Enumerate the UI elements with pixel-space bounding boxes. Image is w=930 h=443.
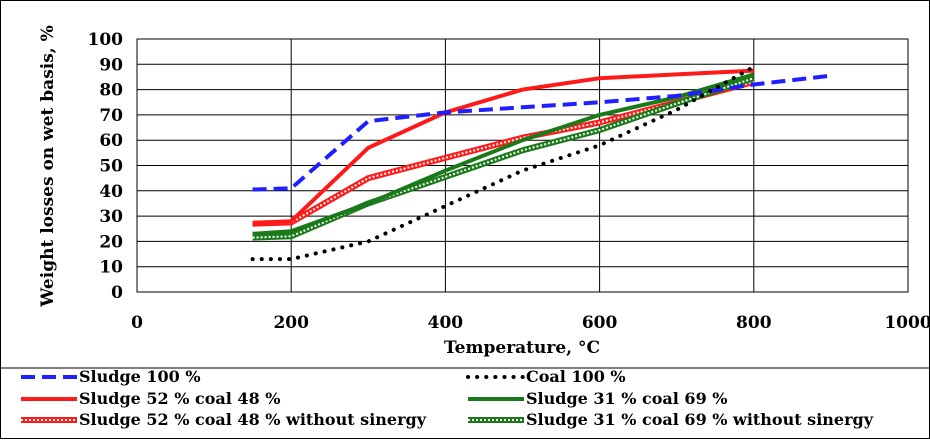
legend-label: Sludge 31 % coal 69 %	[526, 389, 727, 408]
series-lines	[250, 64, 832, 262]
x-tick-label: 1000	[884, 313, 929, 333]
x-axis-title: Temperature, °C	[444, 338, 600, 358]
x-tick-label: 800	[736, 313, 772, 333]
legend-label: Sludge 100 %	[79, 367, 201, 386]
x-tick-label: 200	[273, 313, 309, 333]
y-tick-label: 40	[99, 182, 123, 202]
legend-item: Coal 100 %	[466, 367, 626, 386]
legend-item: Sludge 52 % coal 48 %	[21, 389, 280, 408]
series-line-stroke	[252, 73, 832, 192]
series-line	[252, 72, 755, 236]
series-line-stroke	[252, 68, 754, 226]
legend-item: Sludge 52 % coal 48 % without sinergy	[21, 410, 427, 429]
legend-label: Coal 100 %	[526, 367, 626, 386]
legend-item: Sludge 100 %	[21, 367, 201, 386]
x-tick-label: 400	[428, 313, 464, 333]
y-tick-label: 60	[99, 131, 123, 151]
series-line-inner	[252, 77, 755, 239]
legend-item: Sludge 31 % coal 69 %	[468, 389, 727, 408]
legend: Sludge 100 % Coal 100 % Sludge 52 % coal 4…	[21, 367, 874, 429]
y-tick-label: 50	[99, 157, 123, 177]
series-line-stroke	[252, 72, 755, 236]
x-tick-label: 0	[131, 313, 143, 333]
y-tick-label: 10	[99, 258, 123, 278]
series-line	[252, 73, 832, 192]
legend-item: Sludge 31 % coal 69 % without sinergy	[468, 410, 874, 429]
series-line-inner	[252, 81, 755, 225]
series-line	[252, 75, 755, 241]
x-tick-label: 600	[582, 313, 618, 333]
y-tick-label: 90	[99, 55, 123, 75]
series-line	[250, 64, 756, 262]
grid-lines	[137, 39, 908, 292]
legend-label: Sludge 52 % coal 48 % without sinergy	[79, 410, 427, 429]
y-tick-label: 20	[99, 232, 123, 252]
legend-label: Sludge 31 % coal 69 % without sinergy	[526, 410, 874, 429]
y-tick-label: 0	[111, 283, 123, 303]
y-tick-label: 80	[99, 81, 123, 101]
series-line	[252, 68, 754, 226]
y-tick-label: 70	[99, 106, 123, 126]
y-axis-title: Weight losses on wet basis, %	[38, 25, 58, 308]
legend-label: Sludge 52 % coal 48 %	[79, 389, 280, 408]
y-tick-label: 30	[99, 207, 123, 227]
y-tick-label: 100	[88, 30, 124, 50]
series-line-stroke	[250, 64, 756, 262]
